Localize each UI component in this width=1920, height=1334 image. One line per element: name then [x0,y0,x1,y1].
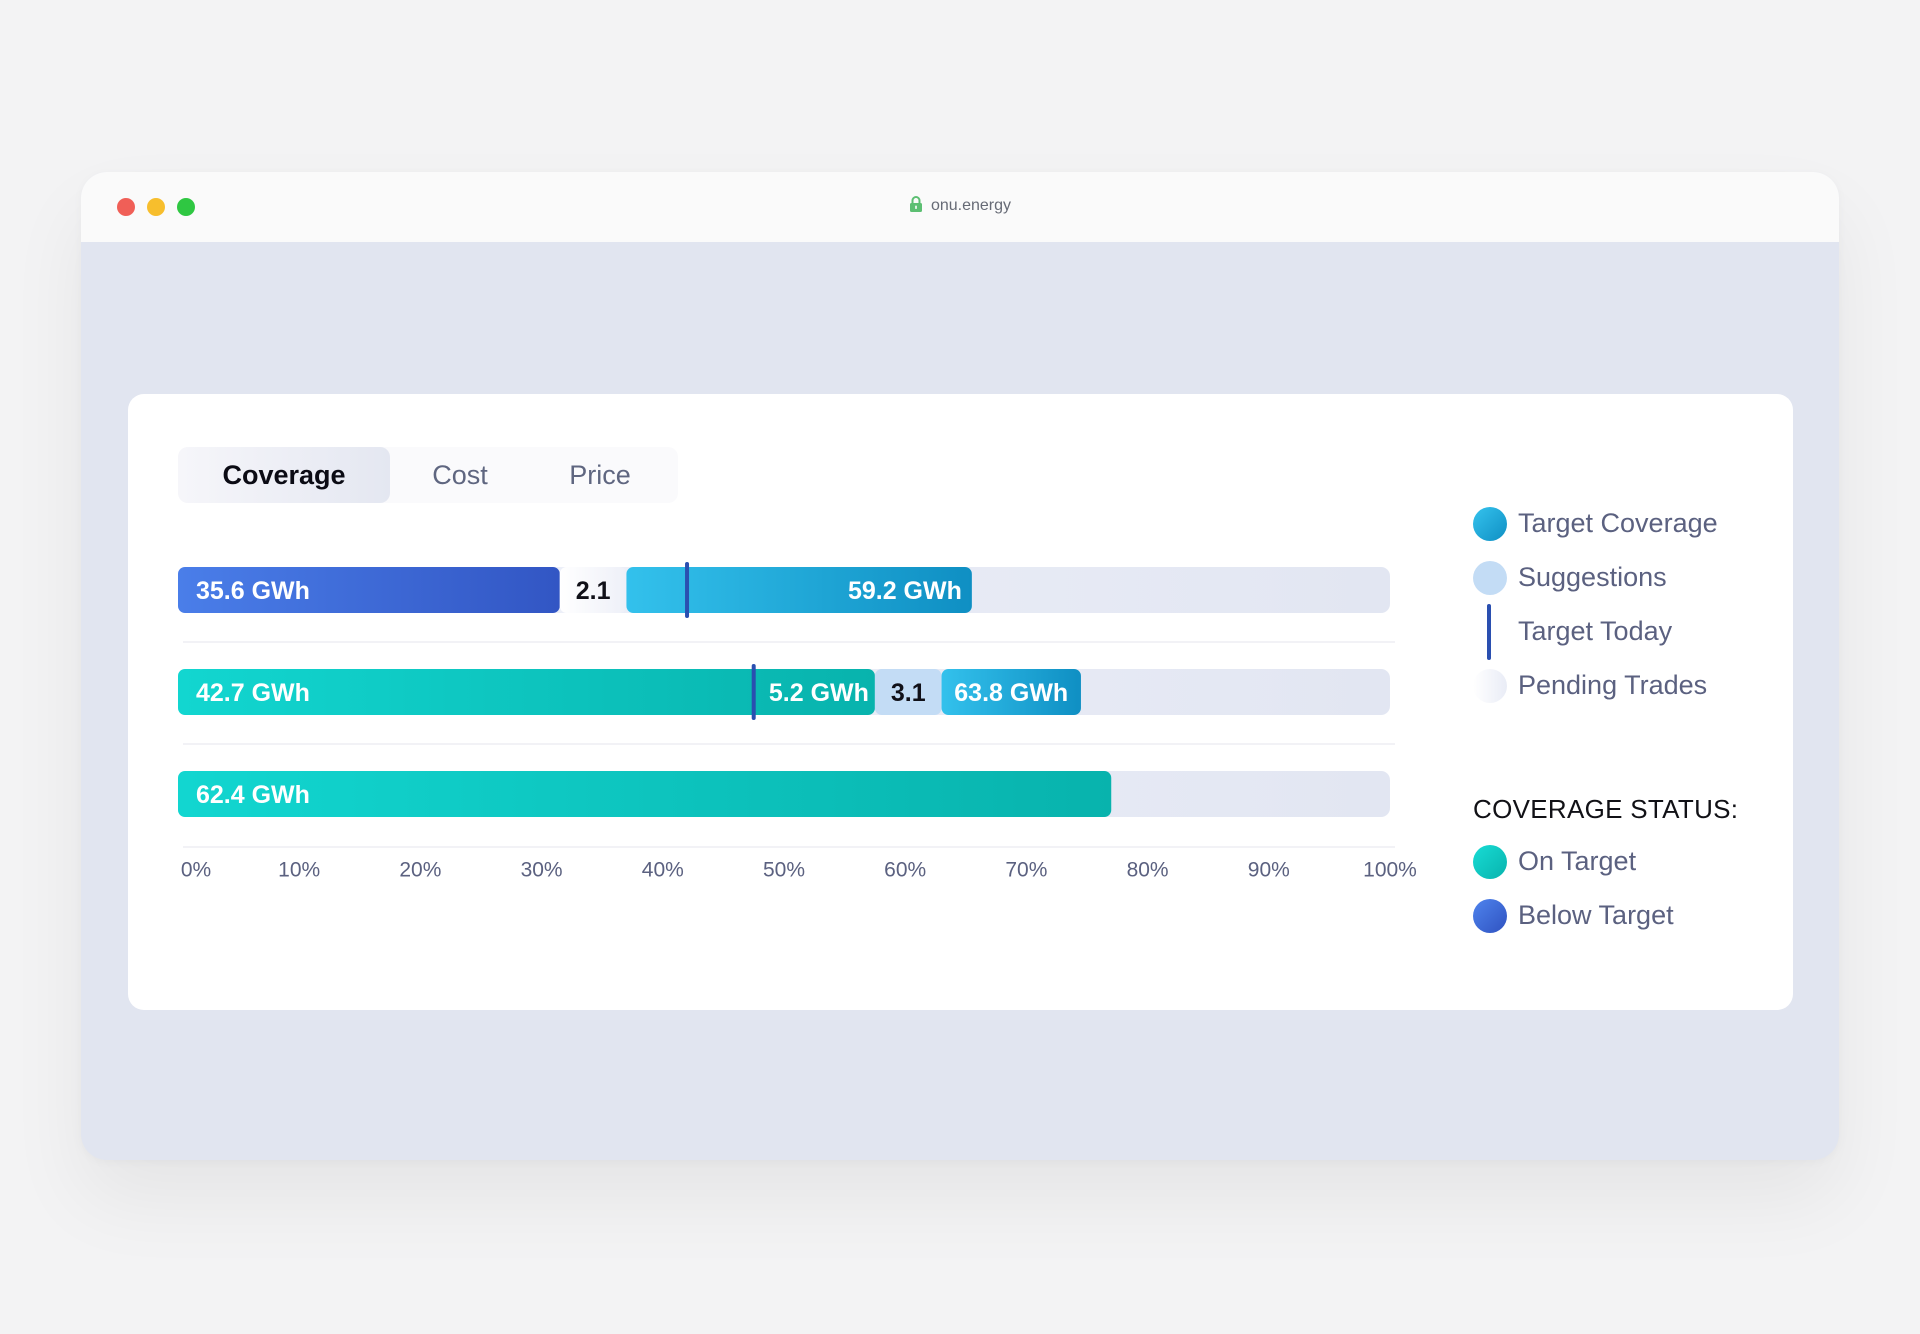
target-today-marker [751,664,756,720]
x-tick-label: 10% [278,859,320,882]
data-label: 5.2 GWh [769,679,869,707]
legend-label: On Target [1518,846,1637,876]
coverage-bar [178,771,1112,817]
legend-label: Pending Trades [1518,670,1708,700]
target-today-line-icon [1487,604,1491,660]
x-tick-label: 60% [884,859,926,882]
suggestion-bar [874,669,942,715]
x-tick-label: 100% [1363,859,1417,882]
data-label: 35.6 GWh [196,577,310,605]
data-label: 62.4 GWh [196,781,310,809]
suggestions-swatch-icon [1473,561,1507,595]
x-tick-label: 40% [642,859,684,882]
target-coverage-bar [626,567,972,613]
tab-price[interactable]: Price [569,460,631,490]
x-tick-label: 50% [763,859,805,882]
url-text: onu.energy [930,197,1012,214]
tab-cost[interactable]: Cost [432,460,488,490]
minimize-window-button[interactable] [147,198,165,216]
maximize-window-button[interactable] [177,198,195,216]
target-today-marker [685,562,690,618]
coverage-status-heading: COVERAGE STATUS: [1473,794,1739,824]
browser-window: onu.energy Coverage Cost Price [81,172,1839,1160]
data-label: 2.1 [576,577,611,605]
lock-icon [909,196,923,217]
browser-titlebar: onu.energy [81,172,1839,242]
address-bar[interactable]: onu.energy [81,196,1839,217]
data-label: 42.7 GWh [196,679,310,707]
x-tick-label: 30% [521,859,563,882]
legend-label: Target Coverage [1518,508,1718,538]
on-target-swatch-icon [1473,845,1507,879]
coverage-card: Coverage Cost Price [128,394,1793,1010]
data-label: 63.8 GWh [954,679,1068,707]
legend-label: Target Today [1518,616,1673,646]
below-target-swatch-icon [1473,899,1507,933]
coverage-chart: 35.6 GWh 2.1 59.2 GWh 42.7 GWh 5.2 GWh 3.1 63.… [178,562,1417,882]
chart-legend: Target Coverage Suggestions Target Today… [1473,394,1793,1010]
tab-coverage[interactable]: Coverage [178,447,390,503]
target-coverage-swatch-icon [1473,507,1507,541]
x-tick-label: 20% [399,859,441,882]
x-tick-label: 70% [1005,859,1047,882]
x-tick-label: 90% [1248,859,1290,882]
legend-label: Below Target [1518,900,1674,930]
pending-trades-bar [559,567,627,613]
data-label: 59.2 GWh [848,577,962,605]
data-label: 3.1 [891,679,926,707]
view-tabs: Coverage Cost Price [178,447,678,503]
coverage-bar [178,669,875,715]
legend-label: Suggestions [1518,562,1667,592]
coverage-bar [178,567,560,613]
x-tick-label: 80% [1127,859,1169,882]
target-coverage-bar [941,669,1081,715]
close-window-button[interactable] [117,198,135,216]
pending-trades-swatch-icon [1473,669,1507,703]
x-tick-label: 0% [181,859,211,882]
